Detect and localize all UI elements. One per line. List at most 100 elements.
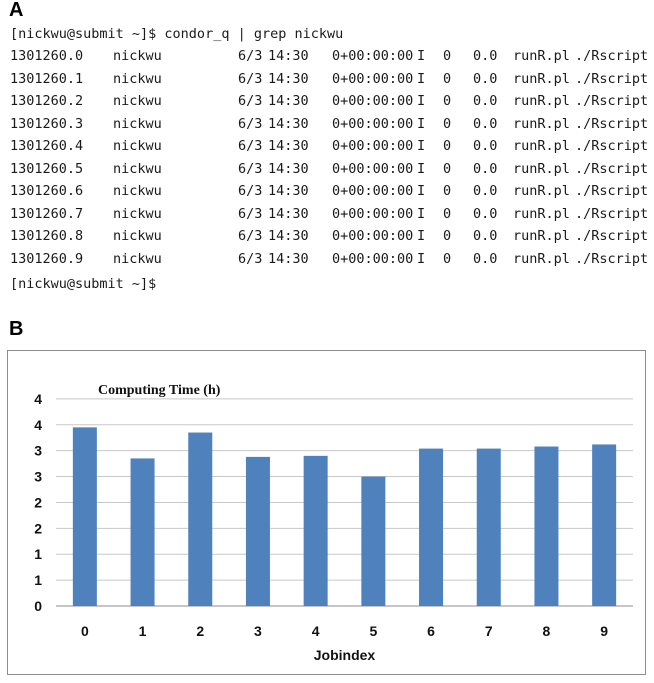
job-owner-cell: nickwu: [113, 93, 162, 109]
job-run-time-cell: 0+00:00:00: [332, 183, 414, 199]
job-priority-cell: 0: [443, 205, 452, 222]
job-job-id-cell: 1301260.6: [10, 183, 84, 199]
job-owner-cell: nickwu: [113, 250, 162, 267]
job-size-cell: 0.0: [473, 160, 498, 177]
job-owner-cell: nickwu: [113, 70, 162, 87]
job-job-id-cell: 1301260.8: [10, 228, 84, 244]
y-tick-label: 1: [34, 546, 42, 562]
bar: [72, 427, 97, 606]
job-run-time-cell: 0+00:00:00: [332, 115, 414, 132]
job-owner-cell: nickwu: [113, 48, 162, 64]
job-run-time-cell: 0+00:00:00: [332, 250, 414, 267]
job-size-cell: 0.0: [473, 93, 498, 109]
terminal-job-row: 1301260.4 nickwu 6/3 14:30 0+00:00:00 I 0 0.0 ru…: [10, 136, 648, 156]
bar: [245, 456, 270, 606]
job-status-cell: I: [417, 48, 426, 64]
job-submit-time-cell: 14:30: [268, 205, 309, 222]
job-command-cell: runR.pl: [513, 228, 570, 244]
x-tick-label: 6: [427, 623, 435, 639]
job-job-id-cell: 1301260.3: [10, 115, 84, 132]
job-status-cell: I: [417, 250, 426, 267]
terminal-job-row: 1301260.7 nickwu 6/3 14:30 0+00:00:00 I 0 0.0 ru…: [10, 204, 648, 224]
job-submit-date-cell: 6/3: [238, 228, 263, 244]
x-tick-label: 4: [312, 623, 320, 639]
bar: [361, 476, 386, 606]
job-submit-date-cell: 6/3: [238, 48, 263, 64]
y-tick-label: 3: [34, 469, 42, 485]
job-submit-date-cell: 6/3: [238, 115, 263, 132]
job-priority-cell: 0: [443, 228, 452, 244]
job-submit-time-cell: 14:30: [268, 138, 309, 154]
job-command-cell: runR.pl: [513, 115, 570, 132]
job-job-id-cell: 1301260.1: [10, 70, 84, 87]
panel-a-label: A: [9, 0, 24, 21]
job-submit-time-cell: 14:30: [268, 93, 309, 109]
job-run-time-cell: 0+00:00:00: [332, 205, 414, 222]
job-owner-cell: nickwu: [113, 160, 162, 177]
job-job-id-cell: 1301260.5: [10, 160, 84, 177]
chart-canvas: 0 1 1 2 2 3 3 4 4 0 1 2 3 4 5 6 7 8 9 Computing Time (h) Job…: [34, 383, 633, 663]
job-command-cell: runR.pl: [513, 160, 570, 177]
y-tick-label: 3: [34, 443, 42, 459]
job-submit-date-cell: 6/3: [238, 93, 263, 109]
job-priority-cell: 0: [443, 250, 452, 267]
job-owner-cell: nickwu: [113, 228, 162, 244]
job-submit-time-cell: 14:30: [268, 183, 309, 199]
job-job-id-cell: 1301260.9: [10, 250, 84, 267]
terminal-prompt-line: [nickwu@submit ~]$: [10, 276, 157, 292]
job-owner-cell: nickwu: [113, 115, 162, 132]
job-status-cell: I: [417, 160, 426, 177]
bar: [592, 444, 617, 606]
job-command-cell: runR.pl: [513, 250, 570, 267]
job-priority-cell: 0: [443, 115, 452, 132]
job-submit-time-cell: 14:30: [268, 70, 309, 87]
job-status-cell: I: [417, 115, 426, 132]
job-priority-cell: 0: [443, 93, 452, 109]
job-run-time-cell: 0+00:00:00: [332, 138, 414, 154]
job-command-cell: runR.pl: [513, 70, 570, 87]
job-priority-cell: 0: [443, 160, 452, 177]
job-priority-cell: 0: [443, 48, 452, 64]
job-submit-date-cell: 6/3: [238, 183, 263, 199]
terminal-job-row: 1301260.0 nickwu 6/3 14:30 0+00:00:00 I 0 0.0 ru…: [10, 46, 649, 66]
job-size-cell: 0.0: [473, 70, 498, 87]
terminal-job-row: 1301260.1 nickwu 6/3 14:30 0+00:00:00 I 0 0.0 ru…: [10, 69, 648, 89]
job-owner-cell: nickwu: [113, 138, 162, 154]
terminal-job-row: 1301260.6 nickwu 6/3 14:30 0+00:00:00 I 0 0.0 ru…: [10, 181, 649, 201]
job-submit-date-cell: 6/3: [238, 250, 263, 267]
bar: [476, 448, 501, 606]
job-job-id-cell: 1301260.7: [10, 205, 84, 222]
job-size-cell: 0.0: [473, 138, 498, 154]
x-tick-label: 8: [543, 623, 551, 639]
job-command-arg-cell: ./Rscript: [575, 183, 649, 199]
x-tick-label: 0: [81, 623, 89, 639]
job-command-cell: runR.pl: [513, 138, 570, 154]
x-tick-label: 5: [369, 623, 377, 639]
terminal-command-line: [nickwu@submit ~]$ condor_q | grep nickw…: [10, 26, 344, 42]
y-tick-label: 2: [34, 494, 42, 510]
y-tick-label: 1: [34, 572, 42, 588]
computing-time-chart: 0 1 1 2 2 3 3 4 4 0 1 2 3 4 5 6 7 8 9 Computing Time (h) Job…: [7, 350, 646, 675]
terminal-job-row: 1301260.3 nickwu 6/3 14:30 0+00:00:00 I 0 0.0 ru…: [10, 114, 648, 134]
job-status-cell: I: [417, 70, 426, 87]
job-submit-date-cell: 6/3: [238, 205, 263, 222]
job-submit-time-cell: 14:30: [268, 228, 309, 244]
job-size-cell: 0.0: [473, 115, 498, 132]
job-run-time-cell: 0+00:00:00: [332, 48, 414, 64]
bar: [419, 448, 444, 606]
x-tick-label: 9: [600, 623, 608, 639]
x-tick-label: 2: [196, 623, 204, 639]
job-command-cell: runR.pl: [513, 205, 570, 222]
job-run-time-cell: 0+00:00:00: [332, 160, 414, 177]
job-command-arg-cell: ./Rscript: [575, 250, 649, 267]
bar: [534, 446, 559, 606]
job-priority-cell: 0: [443, 138, 452, 154]
job-size-cell: 0.0: [473, 250, 498, 267]
job-submit-time-cell: 14:30: [268, 48, 309, 64]
y-tick-label: 4: [34, 391, 42, 407]
job-command-arg-cell: ./Rscript: [575, 160, 649, 177]
job-status-cell: I: [417, 183, 426, 199]
job-submit-date-cell: 6/3: [238, 138, 263, 154]
job-command-arg-cell: ./Rscript: [575, 48, 649, 64]
y-tick-label: 0: [34, 598, 42, 614]
